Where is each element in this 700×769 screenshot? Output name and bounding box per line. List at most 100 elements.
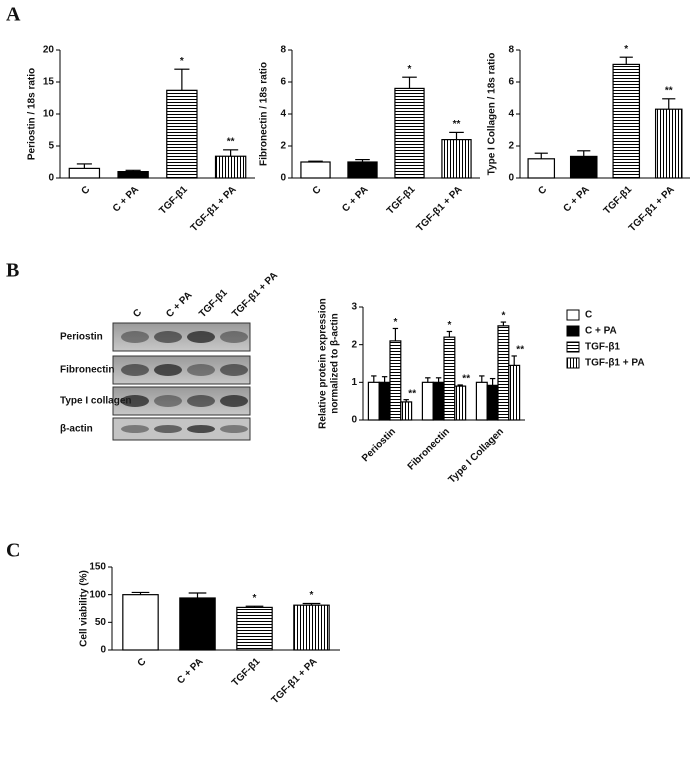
blot-band	[154, 331, 182, 343]
error-bar	[402, 76, 417, 89]
bar	[527, 158, 556, 179]
blot-band	[220, 364, 248, 376]
blot-row-label: Periostin	[60, 332, 103, 343]
bar	[443, 336, 456, 421]
x-tick-label: Fibronectin	[406, 426, 452, 472]
blot-band	[121, 364, 149, 376]
x-tick-label: TGF-β1 + PA	[189, 184, 239, 234]
error-bar	[511, 355, 517, 366]
y-tick-label: 5	[48, 141, 54, 152]
y-tick-label: 20	[43, 45, 55, 56]
annotation: **	[516, 345, 524, 356]
y-tick-label: 0	[48, 173, 54, 184]
x-tick-label: TGF-β1	[602, 184, 635, 217]
x-tick-label: C	[536, 184, 549, 197]
bar	[122, 594, 159, 651]
error-bar	[131, 591, 150, 595]
blot-band	[154, 364, 182, 376]
bar	[236, 606, 273, 651]
bar	[347, 161, 378, 179]
error-bar	[479, 375, 485, 383]
blot-band	[121, 331, 149, 343]
x-tick-label: TGF-β1 + PA	[627, 184, 677, 234]
y-axis-label: Periostin / 18s ratio	[27, 68, 38, 160]
error-bar	[534, 152, 548, 159]
y-tick-label: 8	[508, 45, 514, 56]
bar	[486, 384, 499, 421]
annotation: *	[447, 320, 451, 331]
bar	[654, 108, 683, 179]
error-bar	[245, 605, 264, 608]
bar	[214, 155, 247, 179]
annotation: *	[253, 593, 257, 604]
error-bar	[577, 150, 591, 157]
y-tick-label: 150	[89, 562, 106, 573]
panel-label: B	[6, 260, 19, 282]
y-tick-label: 10	[43, 109, 55, 120]
annotation: *	[408, 64, 412, 75]
error-bar	[371, 375, 377, 383]
error-bar	[457, 384, 463, 387]
error-bar	[302, 602, 321, 606]
blot-band	[121, 395, 149, 407]
y-tick-label: 100	[89, 589, 106, 600]
blot-row-label: Type I collagen	[60, 396, 132, 407]
legend-label: C	[585, 310, 592, 321]
x-tick-label: C	[79, 184, 92, 197]
y-tick-label: 8	[280, 45, 286, 56]
error-bar	[403, 399, 409, 402]
x-tick-label: TGF-β1	[230, 656, 263, 689]
y-axis-label: normalized to β-actin	[330, 313, 341, 414]
y-axis-label: Cell viability (%)	[79, 570, 90, 647]
error-bar	[662, 98, 676, 110]
y-tick-label: 6	[280, 77, 286, 88]
blot-band	[187, 331, 215, 343]
x-tick-label: C + PA	[175, 656, 205, 686]
bar	[179, 597, 216, 651]
x-tick-label: C	[136, 656, 149, 669]
y-tick-label: 0	[351, 415, 357, 426]
y-tick-label: 0	[100, 645, 106, 656]
bar	[569, 155, 598, 179]
legend-swatch	[566, 325, 580, 337]
bar	[166, 89, 198, 179]
bar	[421, 381, 434, 421]
blot-band	[220, 331, 248, 343]
error-bar	[308, 160, 323, 162]
blot-band	[187, 364, 215, 376]
bar	[454, 385, 467, 421]
y-tick-label: 3	[351, 302, 357, 313]
x-tick-label: TGF-β1	[157, 184, 190, 217]
annotation: **	[462, 374, 470, 385]
x-tick-label: C + PA	[340, 184, 370, 214]
bar	[68, 167, 101, 179]
blot-column-label: C	[131, 307, 144, 320]
annotation: *	[501, 311, 505, 322]
blot-band	[220, 395, 248, 407]
bar	[441, 139, 472, 179]
bar	[367, 381, 380, 421]
annotation: *	[180, 56, 184, 67]
x-tick-label: C + PA	[111, 184, 141, 214]
blot-band	[220, 425, 248, 433]
bar	[378, 381, 391, 421]
error-bar	[489, 377, 496, 386]
y-tick-label: 0	[508, 173, 514, 184]
y-tick-label: 4	[508, 109, 514, 120]
blot-band	[121, 425, 149, 433]
x-tick-label: Periostin	[360, 426, 398, 464]
panel-label: C	[6, 540, 20, 562]
bar	[293, 604, 330, 651]
blot-column-label: C + PA	[164, 290, 194, 320]
legend-label: TGF-β1 + PA	[585, 358, 645, 369]
x-tick-label: Type I Collagen	[446, 426, 506, 486]
legend-label: C + PA	[585, 326, 617, 337]
bar	[300, 161, 331, 179]
blot-band	[187, 425, 215, 433]
error-bar	[449, 131, 464, 140]
y-tick-label: 2	[280, 141, 286, 152]
error-bar	[619, 56, 633, 65]
error-bar	[435, 377, 442, 383]
legend-label: TGF-β1	[585, 342, 620, 353]
error-bar	[425, 377, 431, 383]
